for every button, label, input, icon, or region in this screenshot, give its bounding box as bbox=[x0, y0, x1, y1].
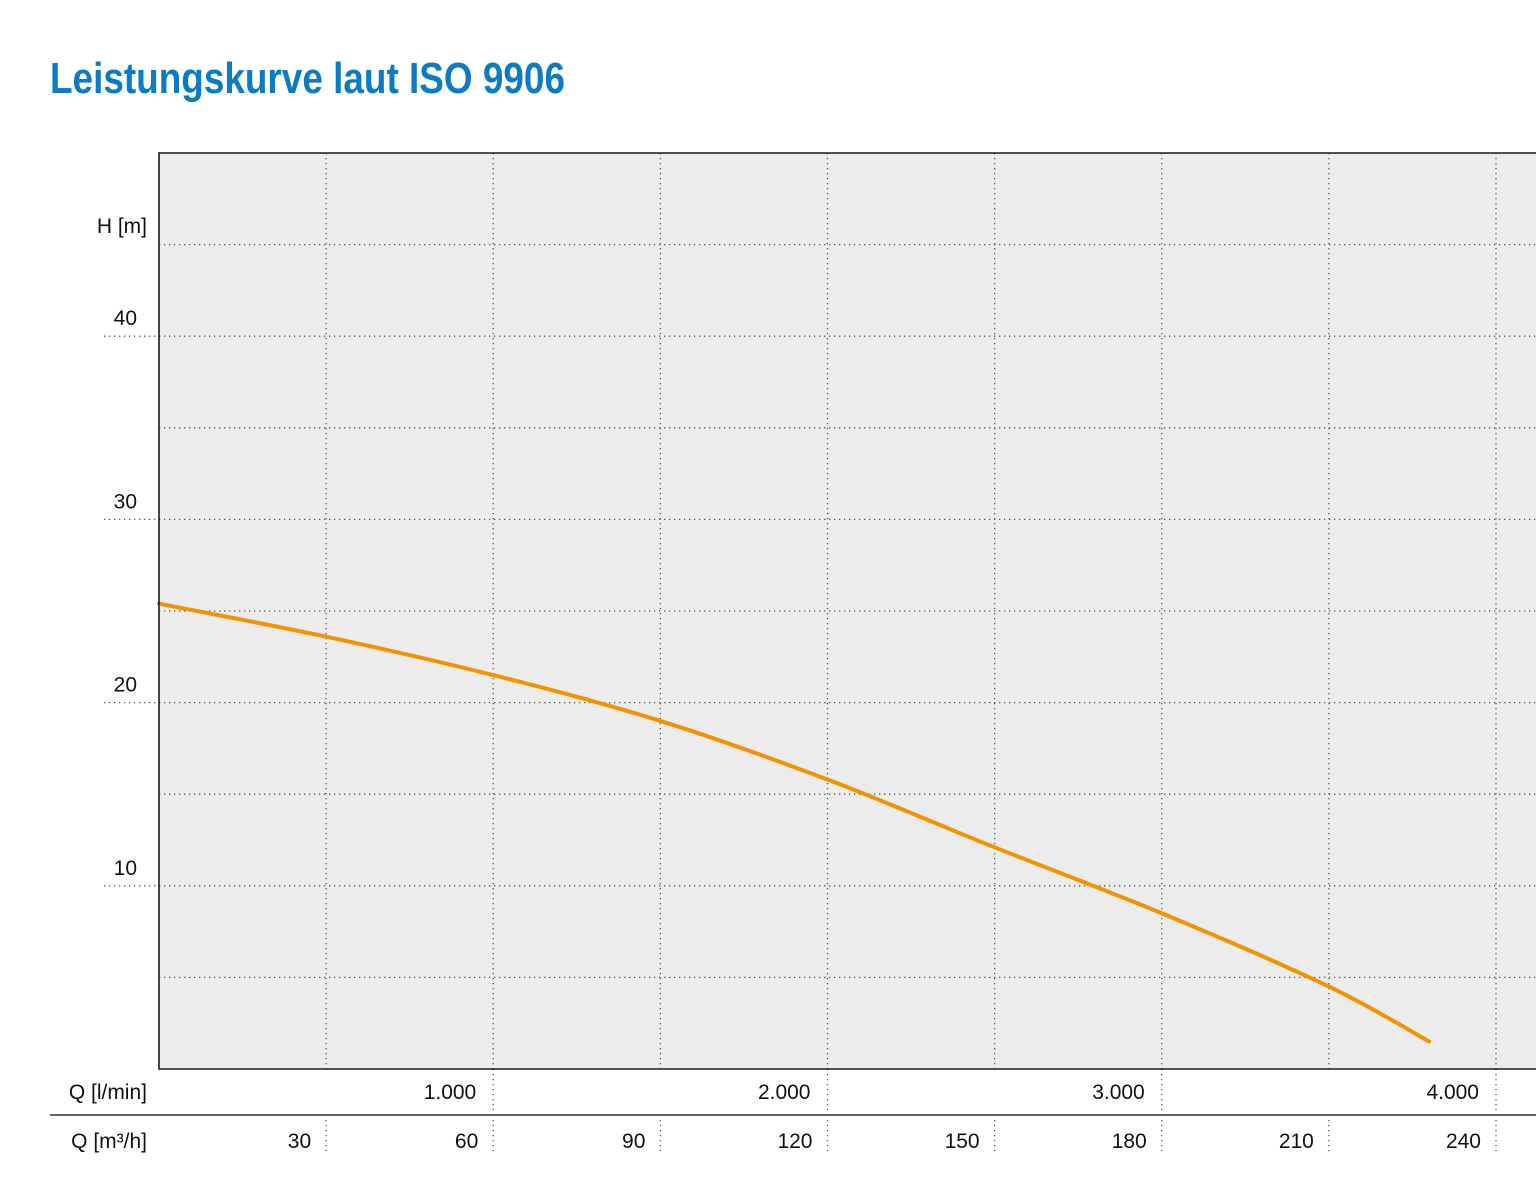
x2-tick-label: 180 bbox=[1112, 1130, 1147, 1153]
series-line bbox=[157, 601, 1432, 1044]
x2-tick-label: 60 bbox=[455, 1130, 478, 1153]
plot-area bbox=[159, 153, 1536, 1069]
x2-tick-label: 240 bbox=[1446, 1130, 1481, 1153]
y-tick-label: 40 bbox=[114, 307, 137, 330]
x-tick-label: 2.000 bbox=[758, 1081, 811, 1104]
x2-tick-label: 210 bbox=[1279, 1130, 1314, 1153]
x2-tick-label: 120 bbox=[777, 1130, 812, 1153]
x-tick-label: 1.000 bbox=[424, 1081, 477, 1104]
y-axis-ticks: 10 20 30 40 bbox=[104, 307, 159, 887]
chart-title: Leistungskurve laut ISO 9906 bbox=[50, 54, 565, 103]
y-tick-label: 10 bbox=[114, 857, 137, 880]
x-tick-label: 3.000 bbox=[1092, 1081, 1145, 1104]
x-axis-ticks-m3h: 30 60 90 120 150 180 210 240 bbox=[288, 1120, 1497, 1155]
y-tick-label: 30 bbox=[114, 490, 137, 513]
x-axis-label-m3h: Q [m³/h] bbox=[71, 1130, 147, 1153]
x2-tick-label: 90 bbox=[622, 1130, 645, 1153]
y-tick-label: 20 bbox=[114, 674, 137, 697]
x-axis-label-lmin: Q [l/min] bbox=[69, 1081, 147, 1104]
y-axis-label: H [m] bbox=[97, 215, 147, 238]
x-axis-ticks-lmin: 1.000 2.000 3.000 4.000 bbox=[424, 1069, 1497, 1112]
x2-tick-label: 30 bbox=[288, 1130, 311, 1153]
x-tick-label: 4.000 bbox=[1426, 1081, 1479, 1104]
x2-tick-label: 150 bbox=[945, 1130, 980, 1153]
series-group bbox=[157, 601, 1432, 1044]
